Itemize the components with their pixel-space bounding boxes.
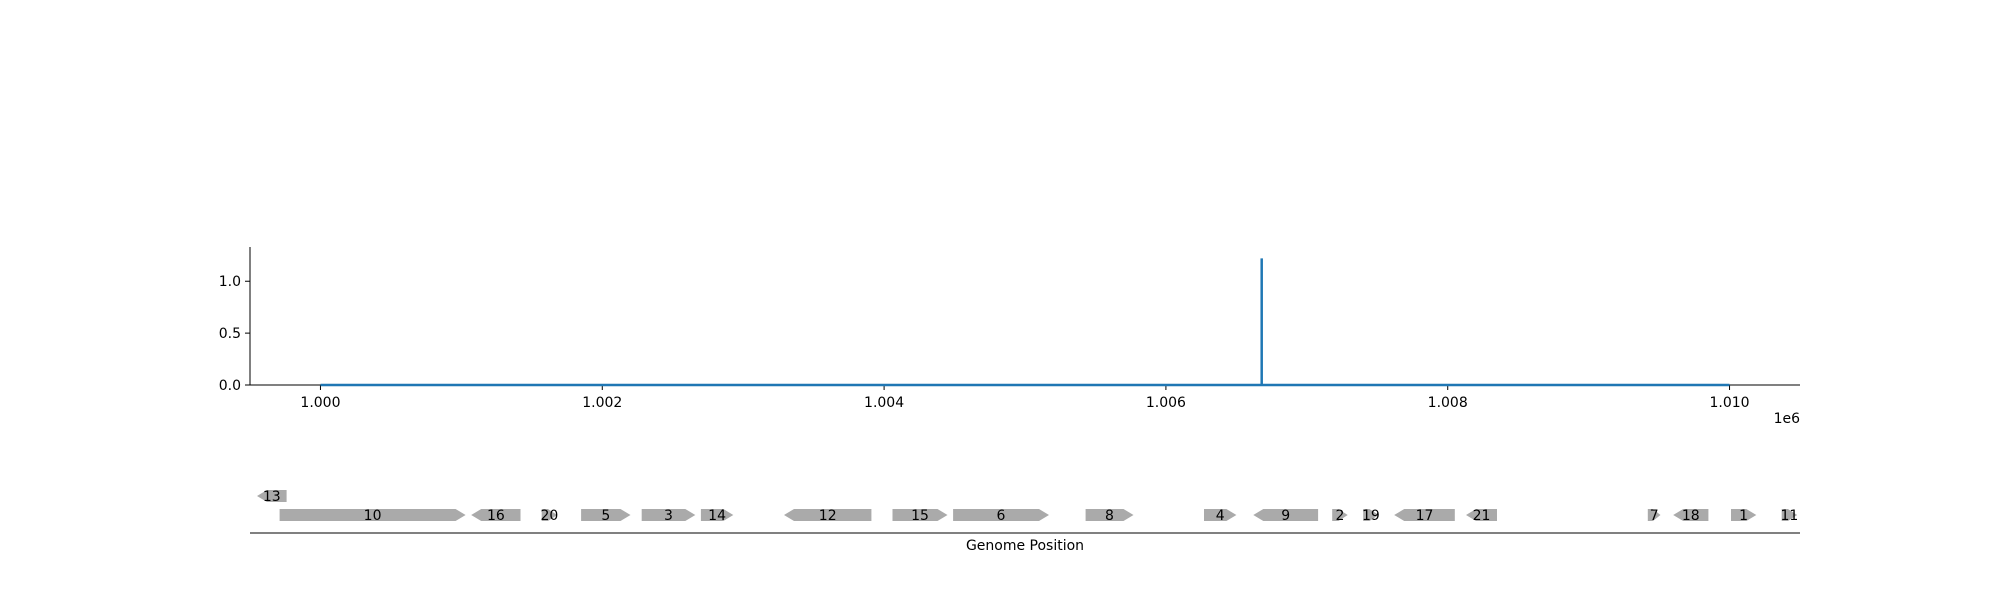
- gene-label: 9: [1281, 508, 1290, 524]
- gene-track-xlabel: Genome Position: [966, 538, 1084, 554]
- x-tick-label: 1.004: [864, 395, 904, 411]
- x-tick-label: 1.010: [1709, 395, 1749, 411]
- gene-label: 6: [997, 508, 1006, 524]
- gene-label: 4: [1216, 508, 1225, 524]
- gene-arrow: [1085, 509, 1134, 521]
- y-tick-label: 1.0: [219, 274, 241, 290]
- gene-label: 11: [1780, 508, 1798, 524]
- y-tick-label: 0.5: [219, 326, 241, 342]
- coverage-panel: 0.0 0.5 1.0 1.000 1.002 1.004 1.006 1.008 1.010…: [219, 247, 1800, 427]
- gene-arrow: [953, 509, 1049, 521]
- y-axis-ticks: 0.0 0.5 1.0: [219, 274, 250, 394]
- gene-arrow: [1781, 509, 1798, 521]
- x-tick-label: 1.000: [300, 395, 340, 411]
- gene-label: 1: [1739, 508, 1748, 524]
- gene-arrow: [257, 490, 287, 502]
- gene-label: 17: [1416, 508, 1434, 524]
- gene-label: 3: [664, 508, 673, 524]
- x-axis-ticks: 1.000 1.002 1.004 1.006 1.008 1.010: [300, 385, 1750, 411]
- x-offset-label: 1e6: [1774, 411, 1801, 427]
- series-line: [320, 258, 1730, 387]
- gene-label: 16: [487, 508, 505, 524]
- gene-label: 15: [911, 508, 929, 524]
- gene-label: 13: [263, 489, 281, 505]
- gene-label: 19: [1362, 508, 1380, 524]
- gene-arrow: [1731, 509, 1757, 521]
- y-tick-label: 0.0: [219, 378, 241, 394]
- x-tick-label: 1.008: [1428, 395, 1468, 411]
- x-tick-label: 1.002: [582, 395, 622, 411]
- gene-label: 8: [1105, 508, 1114, 524]
- gene-arrow: [784, 509, 872, 521]
- gene-label: 7: [1650, 508, 1659, 524]
- gene-label: 21: [1473, 508, 1491, 524]
- gene-arrow: [279, 509, 466, 521]
- gene-arrow: [1332, 509, 1348, 521]
- gene-arrow: [581, 509, 631, 521]
- gene-arrow: [1647, 509, 1661, 521]
- gene-arrow: [892, 509, 948, 521]
- gene-label: 12: [819, 508, 837, 524]
- gene-arrow: [541, 509, 558, 521]
- gene-arrow: [641, 509, 696, 521]
- gene-label: 18: [1682, 508, 1700, 524]
- gene-arrow: [1673, 509, 1709, 521]
- gene-arrow: [1466, 509, 1497, 521]
- gene-arrow: [1253, 509, 1319, 521]
- gene-arrow: [471, 509, 521, 521]
- gene-label: 20: [540, 508, 558, 524]
- gene-arrow: [1394, 509, 1455, 521]
- gene-label: 14: [708, 508, 726, 524]
- series-layer: [320, 258, 1730, 387]
- gene-arrow: [1204, 509, 1237, 521]
- gene-label: 10: [364, 508, 382, 524]
- gene-label: 5: [601, 508, 610, 524]
- gene-arrow: [700, 509, 734, 521]
- x-tick-label: 1.006: [1146, 395, 1186, 411]
- gene-arrow: [1363, 509, 1379, 521]
- gene-label: 2: [1335, 508, 1344, 524]
